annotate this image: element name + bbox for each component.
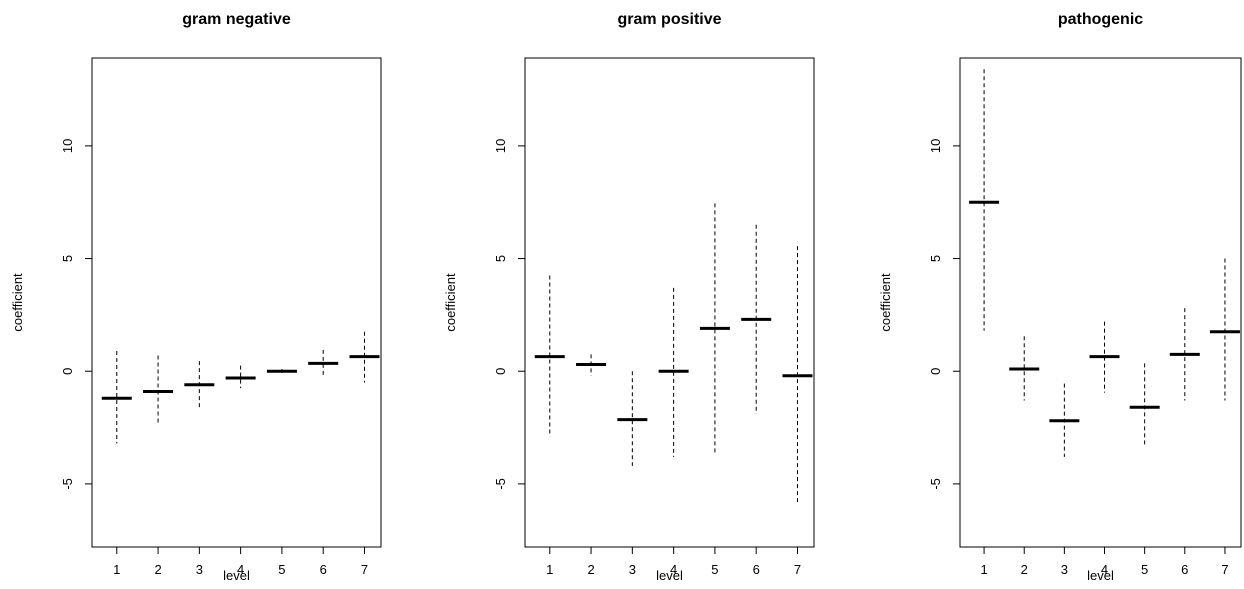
x-tick-label: 2 [154,562,161,577]
plot-frame [91,57,382,548]
x-tick-label: 3 [1061,562,1068,577]
x-tick-label: 5 [711,562,718,577]
x-tick-label: 1 [546,562,553,577]
x-tick-label: 4 [1101,562,1108,577]
x-tick-label: 3 [629,562,636,577]
x-tick-label: 6 [320,562,327,577]
y-axis-label: coefficient [878,273,893,332]
y-tick-label: 5 [928,255,943,262]
y-axis-label: coefficient [443,273,458,332]
x-tick-label: 6 [1181,562,1188,577]
y-axis-label: coefficient [10,273,25,332]
x-tick-label: 1 [113,562,120,577]
plot-frame [959,57,1242,548]
y-tick-label: -5 [928,478,943,490]
x-tick-label: 6 [753,562,760,577]
y-tick-label: 5 [60,255,75,262]
panel-1: gram negative 1 2 3 4 5 6 7 -5 0 5 10 level coefficie… [10,11,382,583]
x-tick-label: 5 [1141,562,1148,577]
x-tick-label: 1 [980,562,987,577]
y-tick-label: 0 [493,368,508,375]
panel-title: pathogenic [1058,11,1143,28]
y-tick-label: 10 [493,139,508,153]
plot-frame [524,57,815,548]
panel-2: gram positive 1 2 3 4 5 6 7 -5 0 5 10 level coefficie… [443,11,815,583]
x-axis-label: level [223,568,250,583]
x-axis-label: level [1087,568,1114,583]
x-tick-label: 7 [794,562,801,577]
y-tick-label: -5 [493,478,508,490]
y-tick-label: 10 [60,139,75,153]
y-tick-label: -5 [60,478,75,490]
y-tick-label: 10 [928,139,943,153]
x-tick-label: 4 [670,562,677,577]
x-tick-label: 3 [196,562,203,577]
x-tick-label: 7 [1221,562,1228,577]
x-tick-label: 2 [1021,562,1028,577]
y-tick-label: 0 [60,368,75,375]
y-tick-label: 0 [928,368,943,375]
panel-title: gram positive [617,11,721,28]
x-tick-label: 7 [361,562,368,577]
panel-title: gram negative [182,11,291,28]
y-tick-label: 5 [493,255,508,262]
x-tick-label: 5 [278,562,285,577]
panel-3: pathogenic 1 2 3 4 5 6 7 -5 0 5 10 level coefficient [878,11,1242,583]
x-tick-label: 4 [237,562,244,577]
x-tick-label: 2 [587,562,594,577]
x-axis-label: level [656,568,683,583]
